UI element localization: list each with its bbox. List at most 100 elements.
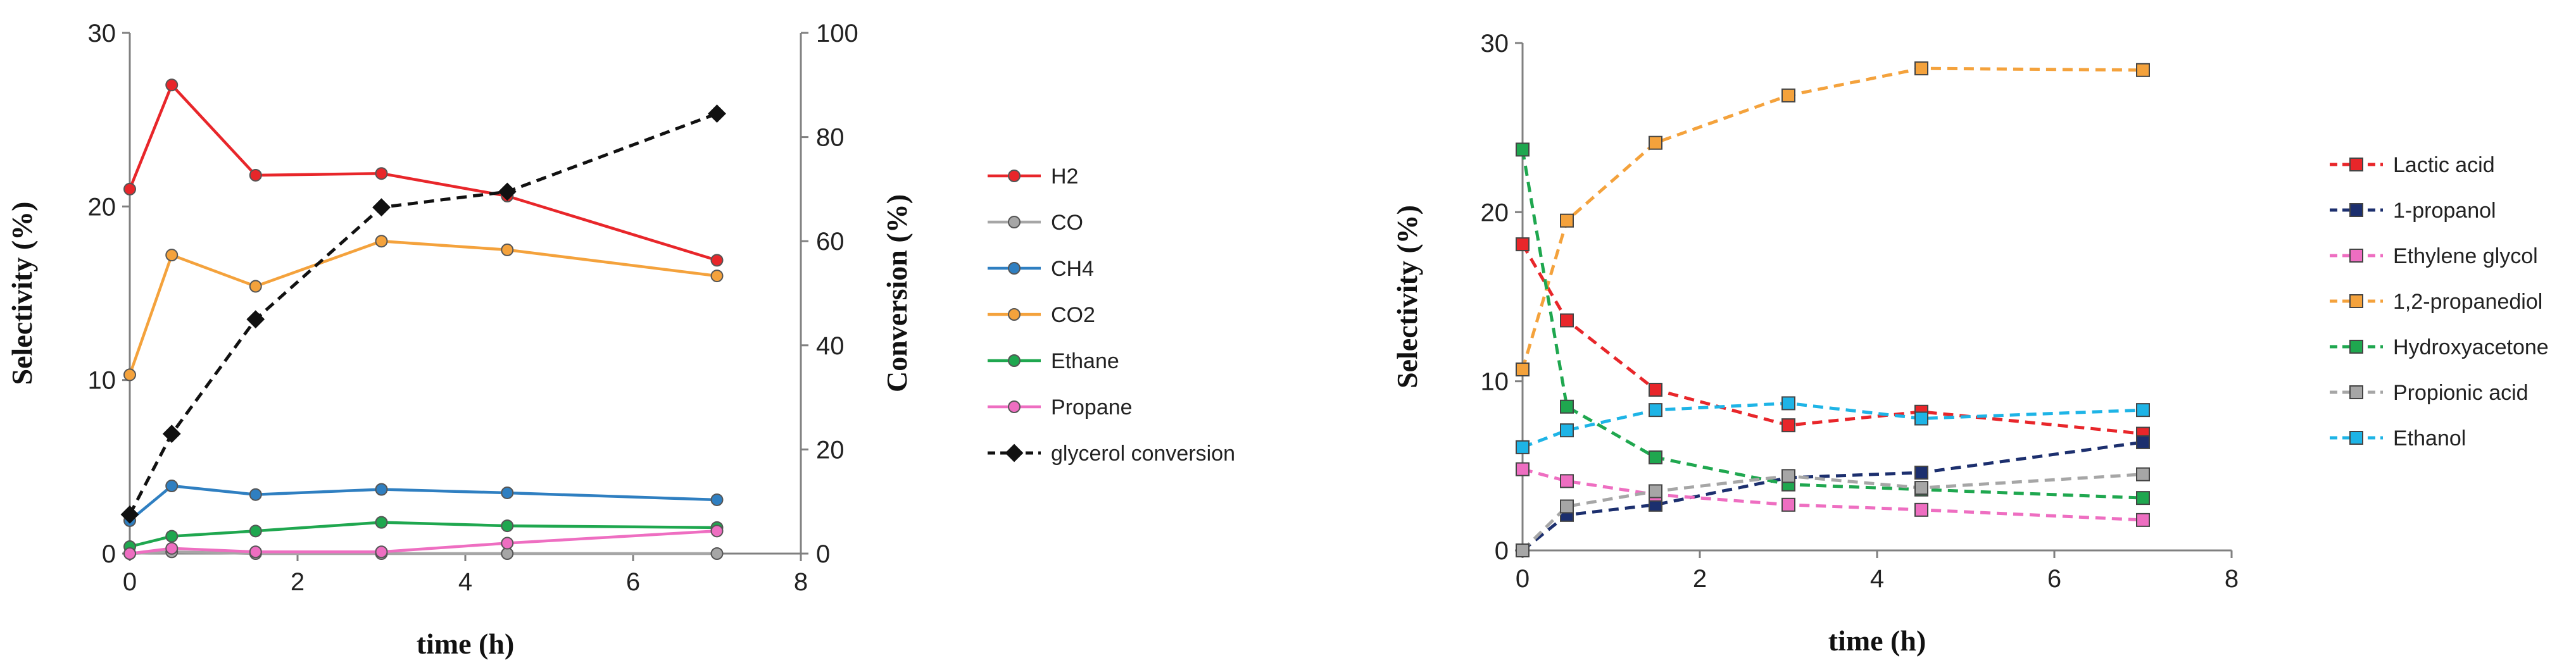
- data-point-ch4: [501, 486, 514, 499]
- series-line-h2: [128, 82, 718, 262]
- legend-item-propionic-acid: Propionic acid: [2330, 381, 2529, 405]
- legend-label: CO: [1051, 211, 1083, 235]
- legend-label: Ethane: [1051, 349, 1119, 373]
- data-point-ethane: [249, 524, 262, 538]
- data-point-h2: [375, 167, 388, 180]
- data-point-ethane: [165, 530, 179, 543]
- legend-swatch-marker: [2349, 340, 2363, 354]
- legend-swatch-marker: [1008, 170, 1021, 182]
- data-point-hydroxyacetone: [1516, 142, 1530, 157]
- chart-2: 0 2 4 6 8 0 10 20 30 time (h) Selectivity (%) Lacti…: [1391, 30, 2549, 657]
- legend-item-co2: CO2: [988, 303, 1095, 327]
- y2-tick-label: 20: [816, 436, 845, 464]
- data-point-co2: [710, 270, 724, 283]
- series-line-ethylene-glycol: [1522, 468, 2144, 522]
- legend-swatch-marker: [1008, 262, 1021, 275]
- data-point-1-2-propanediol: [1649, 135, 1662, 150]
- x-tick-label: 2: [291, 568, 305, 596]
- legend-label: Hydroxyacetone: [2393, 335, 2549, 359]
- data-point-glycerol-conversion: [120, 505, 139, 524]
- legend-item-1-propanol: 1-propanol: [2330, 199, 2496, 223]
- data-point-ch4: [249, 488, 262, 501]
- data-point-ethylene-glycol: [1781, 497, 1795, 512]
- legend-item-lactic-acid: Lactic acid: [2330, 153, 2495, 177]
- legend-label: CO2: [1051, 303, 1095, 327]
- y-tick-label: 20: [1481, 199, 1509, 226]
- data-point-ch4: [165, 480, 179, 493]
- data-point-h2: [123, 182, 136, 195]
- data-point-h2: [710, 254, 724, 267]
- data-point-1-propanol: [1914, 466, 1928, 480]
- y2-tick-label: 100: [816, 20, 858, 47]
- legend-swatch-marker: [2349, 385, 2363, 399]
- x-tick-label: 6: [2047, 565, 2061, 593]
- legend-item-ethylene-glycol: Ethylene glycol: [2330, 244, 2538, 268]
- series-line-1-propanol: [1521, 440, 2144, 552]
- data-point-propionic-acid: [1560, 499, 1574, 514]
- data-point-propionic-acid: [1649, 484, 1662, 499]
- legend-item-glycerol-conversion: glycerol conversion: [988, 442, 1235, 466]
- data-point-1-2-propanediol: [1914, 61, 1928, 76]
- series-line-co: [129, 550, 717, 555]
- legend-item-hydroxyacetone: Hydroxyacetone: [2330, 335, 2549, 359]
- data-point-glycerol-conversion: [246, 310, 265, 329]
- legend-swatch-marker: [2349, 294, 2363, 308]
- series-line-propionic-acid: [1521, 473, 2144, 552]
- y-axis-label: Selectivity (%): [6, 202, 38, 385]
- series-line-glycerol-conversion: [128, 112, 718, 516]
- data-point-propane: [375, 545, 388, 559]
- y2-tick-label: 60: [816, 228, 845, 256]
- data-point-co: [710, 547, 724, 560]
- data-point-ethane: [375, 516, 388, 529]
- series-line-ethane: [129, 521, 717, 549]
- data-point-propionic-acid: [1781, 469, 1795, 483]
- data-point-ethylene-glycol: [1516, 462, 1530, 476]
- data-point-propionic-acid: [1516, 543, 1530, 557]
- x-axis-label: time (h): [417, 628, 515, 660]
- legend-label: Ethylene glycol: [2393, 244, 2538, 268]
- legend-label: H2: [1051, 164, 1078, 189]
- data-point-1-propanol: [2136, 435, 2150, 449]
- legend-swatch-marker: [1008, 308, 1021, 321]
- data-point-hydroxyacetone: [1560, 399, 1574, 414]
- legend-swatch-marker: [2349, 203, 2363, 217]
- series-line-hydroxyacetone: [1521, 149, 2144, 500]
- legend-label: CH4: [1051, 257, 1094, 281]
- data-point-lactic-acid: [1649, 383, 1662, 397]
- y-tick-label: 30: [1481, 30, 1509, 58]
- y-tick-label: 10: [88, 367, 116, 395]
- data-point-hydroxyacetone: [2136, 491, 2150, 506]
- series-co2: [123, 235, 724, 382]
- data-point-glycerol-conversion: [162, 425, 181, 444]
- data-point-propionic-acid: [1914, 481, 1928, 495]
- data-point-propane: [501, 537, 514, 550]
- series-1-2-propanediol: [1516, 61, 2150, 376]
- legend-swatch-marker: [1005, 444, 1024, 462]
- data-point-glycerol-conversion: [708, 104, 726, 123]
- data-point-propane: [710, 524, 724, 538]
- legend-swatch-marker: [2349, 249, 2363, 263]
- y2-tick-label: 40: [816, 332, 845, 360]
- data-point-1-2-propanediol: [1560, 213, 1574, 228]
- data-point-ethanol: [1649, 403, 1662, 418]
- y-tick-label: 20: [88, 193, 116, 221]
- data-point-propionic-acid: [2136, 467, 2150, 481]
- x-tick-label: 4: [458, 568, 472, 596]
- legend-item-ethanol: Ethanol: [2330, 426, 2466, 450]
- data-point-propane: [165, 542, 179, 555]
- series-h2: [123, 78, 724, 267]
- data-point-ch4: [375, 483, 388, 496]
- data-point-co2: [123, 368, 136, 382]
- data-point-co2: [375, 235, 388, 248]
- series-line-ch4: [129, 484, 717, 522]
- data-point-ethanol: [1914, 411, 1928, 426]
- series-1-propanol: [1516, 435, 2150, 557]
- x-tick-label: 8: [794, 568, 808, 596]
- y2-tick-label: 80: [816, 124, 845, 152]
- data-point-ethylene-glycol: [1914, 502, 1928, 517]
- y-tick-label: 10: [1481, 368, 1509, 396]
- legend-item-ch4: CH4: [988, 257, 1094, 281]
- series-line-propane: [129, 530, 717, 555]
- y2-axis-label: Conversion (%): [881, 194, 913, 392]
- legend-swatch-marker: [1008, 400, 1021, 413]
